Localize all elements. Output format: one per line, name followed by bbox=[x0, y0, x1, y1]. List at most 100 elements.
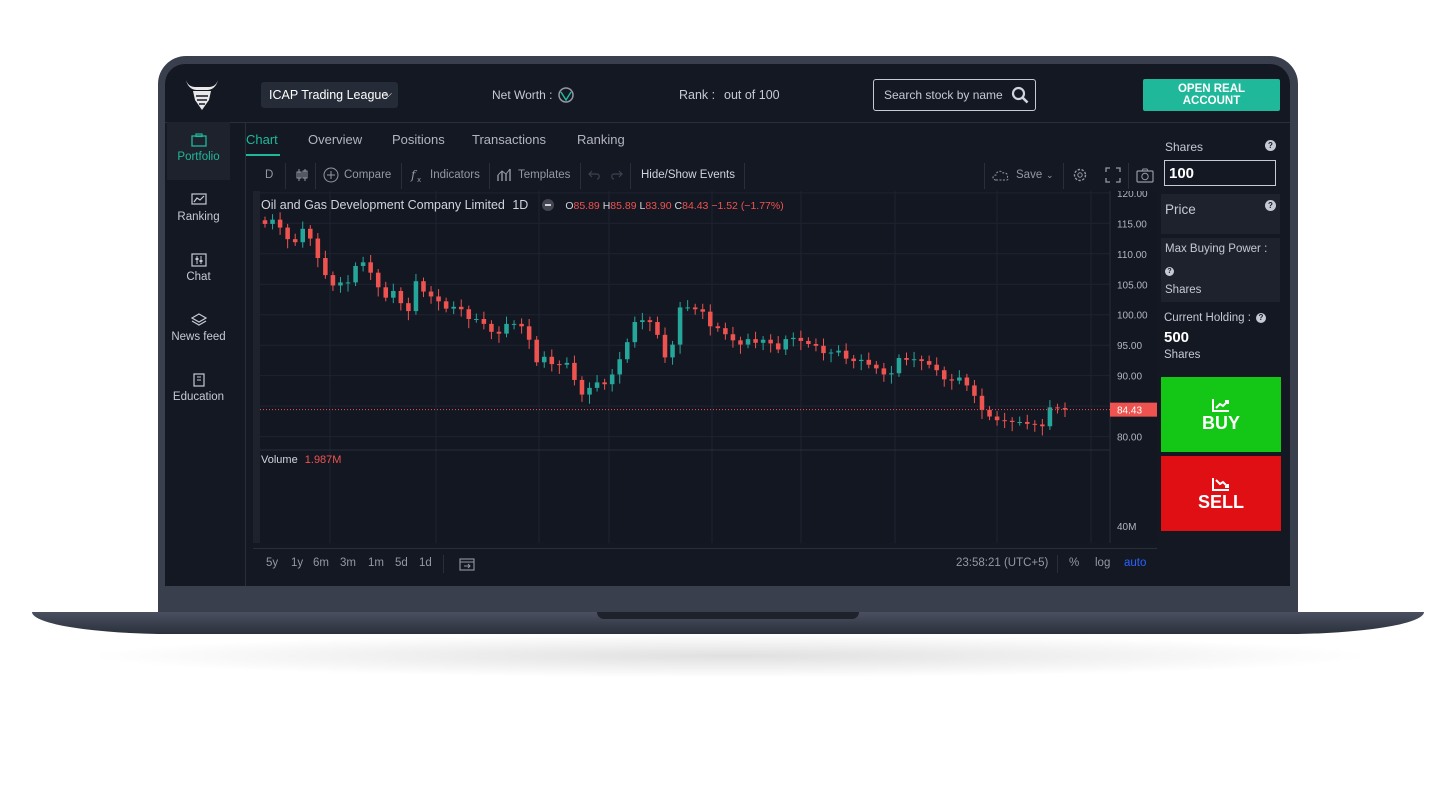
range-5y-button[interactable]: 5y bbox=[266, 557, 279, 569]
sidebar-item-news-feed[interactable]: News feed bbox=[167, 302, 230, 360]
hide-show-events-button[interactable]: Hide/Show Events bbox=[641, 169, 735, 181]
buy-button[interactable]: BUY bbox=[1161, 377, 1281, 452]
legend-collapse-icon[interactable] bbox=[541, 199, 554, 211]
cloud-icon[interactable] bbox=[991, 168, 1011, 182]
sidebar-item-ranking[interactable]: Ranking bbox=[167, 182, 230, 240]
fullscreen-icon[interactable] bbox=[1105, 167, 1121, 183]
range-5d-button[interactable]: 5d bbox=[395, 557, 408, 569]
candle-body bbox=[692, 307, 698, 310]
tab-overview[interactable]: Overview bbox=[308, 132, 363, 147]
candle-body bbox=[300, 228, 305, 243]
candle-body bbox=[813, 343, 819, 346]
candles-icon[interactable] bbox=[295, 168, 309, 182]
sidebar-item-portfolio[interactable]: Portfolio bbox=[167, 122, 230, 180]
help-icon[interactable]: ? bbox=[1265, 140, 1276, 151]
tab-positions[interactable]: Positions bbox=[392, 132, 445, 147]
chevron-down-icon[interactable]: ⌄ bbox=[1046, 170, 1054, 180]
candle-body bbox=[413, 281, 419, 312]
range-1m-button[interactable]: 1m bbox=[368, 557, 384, 569]
candle-body bbox=[708, 311, 713, 327]
save-button[interactable]: Save bbox=[1016, 169, 1043, 181]
candle-body bbox=[526, 326, 532, 340]
range-6m-button[interactable]: 6m bbox=[313, 557, 329, 569]
sidebar-item-label: Ranking bbox=[177, 211, 220, 223]
candle-body bbox=[549, 356, 555, 365]
help-icon[interactable]: ? bbox=[1256, 313, 1266, 323]
volume-value: 1.987M bbox=[304, 454, 342, 466]
help-icon[interactable]: ? bbox=[1165, 267, 1174, 276]
candle-body bbox=[911, 359, 917, 361]
stock-search-input[interactable] bbox=[873, 79, 1036, 111]
candle-body bbox=[987, 409, 992, 417]
search-icon[interactable] bbox=[1011, 86, 1029, 104]
add-circle-icon[interactable] bbox=[323, 167, 339, 183]
current-holding-value: 500 bbox=[1164, 329, 1190, 346]
candle-body bbox=[941, 370, 947, 380]
gear-icon[interactable] bbox=[1072, 167, 1088, 183]
templates-icon[interactable] bbox=[497, 167, 513, 183]
candle-body bbox=[783, 339, 789, 350]
left-sidebar: Portfolio Ranking Chat News feed Educati… bbox=[165, 122, 235, 586]
redo-icon[interactable] bbox=[610, 169, 623, 181]
undo-icon[interactable] bbox=[588, 169, 601, 181]
candle-body bbox=[843, 350, 849, 359]
range-1d-button[interactable]: 1d bbox=[419, 557, 432, 569]
price-tick-label: 90.00 bbox=[1117, 372, 1142, 383]
sidebar-item-label: Portfolio bbox=[177, 151, 220, 163]
camera-icon[interactable] bbox=[1136, 167, 1154, 183]
help-icon[interactable]: ? bbox=[1265, 200, 1276, 211]
sell-button[interactable]: SELL bbox=[1161, 456, 1281, 531]
range-1y-button[interactable]: 1y bbox=[291, 557, 304, 569]
compare-button[interactable]: Compare bbox=[344, 169, 392, 181]
open-real-account-button[interactable]: OPEN REAL ACCOUNT bbox=[1143, 79, 1280, 111]
candle-body bbox=[330, 275, 336, 286]
candle-body bbox=[308, 228, 313, 239]
sidebar-item-education[interactable]: Education bbox=[167, 362, 230, 420]
candle-body bbox=[655, 322, 660, 335]
range-3m-button[interactable]: 3m bbox=[340, 557, 356, 569]
toolbar-separator bbox=[315, 163, 316, 189]
max-buying-power-box: Max Buying Power : ? Shares bbox=[1161, 238, 1280, 302]
symbol-name[interactable]: Oil and Gas Development Company Limited bbox=[261, 198, 505, 212]
log-scale-button[interactable]: log bbox=[1095, 557, 1111, 569]
templates-button[interactable]: Templates bbox=[518, 169, 571, 181]
candle-body bbox=[896, 358, 902, 374]
indicators-button[interactable]: Indicators bbox=[430, 169, 480, 181]
candle-body bbox=[919, 359, 924, 362]
volume-tick-label: 40M bbox=[1117, 522, 1136, 533]
candle-body bbox=[715, 326, 721, 329]
candle-body bbox=[292, 239, 298, 243]
candle-body bbox=[458, 306, 464, 310]
percent-scale-button[interactable]: % bbox=[1069, 557, 1080, 569]
goto-date-icon[interactable] bbox=[459, 557, 475, 571]
chevron-down-icon: ⌵ bbox=[384, 89, 392, 100]
shares-input[interactable] bbox=[1164, 160, 1276, 186]
candle-body bbox=[541, 356, 547, 363]
candle-body bbox=[421, 281, 426, 292]
candle-body bbox=[519, 323, 524, 327]
league-label: ICAP Trading League bbox=[269, 88, 389, 102]
interval-button[interactable]: D bbox=[265, 169, 274, 181]
candle-body bbox=[285, 227, 290, 240]
book-icon bbox=[192, 373, 205, 387]
candle-body bbox=[866, 359, 872, 365]
auto-scale-button[interactable]: auto bbox=[1124, 557, 1147, 569]
candle-body bbox=[828, 352, 834, 354]
toolbar-separator bbox=[1057, 555, 1058, 573]
clock-display[interactable]: 23:58:21 (UTC+5) bbox=[956, 557, 1049, 569]
bull-logo-icon[interactable] bbox=[183, 76, 221, 114]
price-chart[interactable]: 80.0085.0090.0095.00100.00105.00110.0011… bbox=[253, 189, 1157, 586]
candle-body bbox=[798, 337, 804, 341]
chart-legend: Oil and Gas Development Company Limited … bbox=[261, 198, 784, 212]
league-dropdown[interactable]: ICAP Trading League ⌵ bbox=[261, 82, 398, 108]
tab-ranking[interactable]: Ranking bbox=[577, 132, 625, 147]
candle-body bbox=[1040, 424, 1045, 427]
candle-body bbox=[851, 358, 856, 362]
tab-chart[interactable]: Chart bbox=[246, 132, 278, 147]
toolbar-separator bbox=[489, 163, 490, 189]
tab-transactions[interactable]: Transactions bbox=[472, 132, 546, 147]
candle-body bbox=[391, 290, 396, 298]
sidebar-item-chat[interactable]: Chat bbox=[167, 242, 230, 300]
